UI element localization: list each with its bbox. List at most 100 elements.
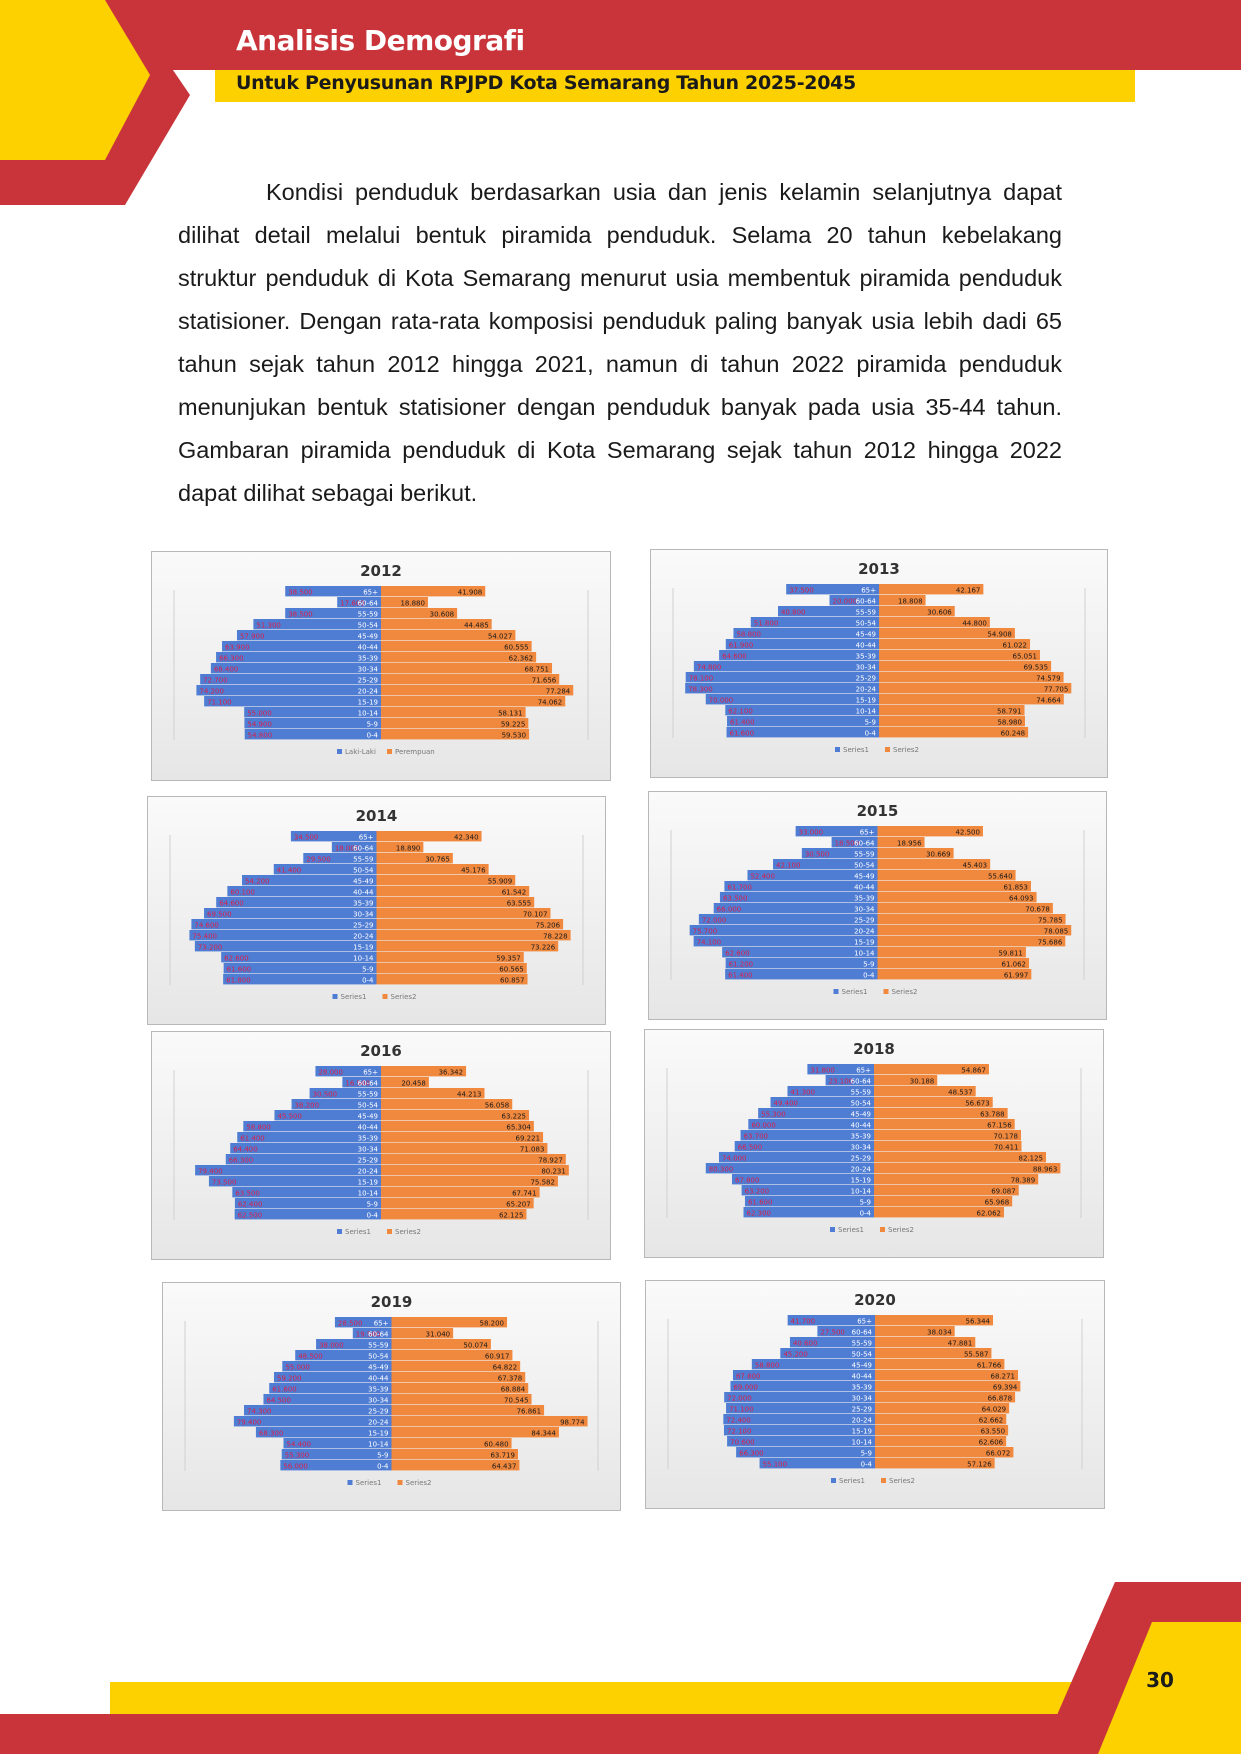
data-label-female: 88.963	[1033, 1165, 1058, 1173]
bar-female	[875, 1337, 976, 1348]
bar-female	[879, 650, 1041, 661]
bar-male	[295, 1350, 392, 1361]
bar-male	[740, 1130, 874, 1141]
bar-female	[391, 1394, 532, 1405]
bar-male	[290, 831, 377, 842]
bar-female	[877, 859, 991, 870]
data-label-male: 63.900	[225, 643, 250, 651]
data-label-male: 27.500	[820, 1328, 845, 1336]
bar-female	[381, 729, 530, 740]
category-label: 0-4	[865, 729, 877, 737]
header-left-yellow-shape	[0, 0, 150, 160]
category-label: 40-44	[358, 643, 379, 651]
bar-female	[381, 663, 553, 674]
data-label-female: 74.062	[538, 698, 563, 706]
data-label-male: 41.300	[790, 1088, 815, 1096]
data-label-male: 66.300	[229, 1156, 254, 1164]
bar-female	[381, 619, 492, 630]
data-label-female: 18.956	[897, 839, 922, 847]
category-label: 55-59	[358, 610, 378, 618]
data-label-female: 78.085	[1044, 927, 1069, 935]
bar-female	[875, 1348, 992, 1359]
bar-female	[376, 919, 564, 930]
category-label: 0-4	[860, 1209, 872, 1217]
category-label: 35-39	[353, 899, 373, 907]
data-label-male: 68.300	[259, 1429, 284, 1437]
bar-male	[719, 892, 878, 903]
bar-female	[879, 606, 955, 617]
bar-male	[726, 1403, 875, 1414]
data-label-male: 72.000	[702, 916, 727, 924]
bar-female	[875, 1425, 1009, 1436]
data-label-female: 61.997	[1004, 971, 1029, 979]
data-label-male: 33.000	[799, 828, 824, 836]
bar-male	[750, 617, 879, 628]
data-label-male: 79.400	[198, 1167, 223, 1175]
legend-label-male: Series1	[842, 988, 868, 996]
data-label-male: 45.200	[783, 1350, 808, 1358]
bar-male	[748, 1119, 874, 1130]
bar-female	[877, 826, 983, 837]
legend-swatch-female	[387, 749, 392, 754]
bar-female	[875, 1381, 1021, 1392]
data-label-female: 63.555	[507, 899, 531, 907]
data-label-female: 54.027	[488, 632, 513, 640]
data-label-male: 55.300	[285, 1451, 310, 1459]
bar-male	[269, 1383, 392, 1394]
data-label-male: 79.400	[237, 1418, 262, 1426]
category-label: 5-9	[367, 720, 378, 728]
category-label: 0-4	[367, 1211, 379, 1219]
bar-male	[801, 848, 878, 859]
bar-female	[376, 897, 535, 908]
category-label: 50-54	[852, 1350, 873, 1358]
category-label: 65+	[374, 1319, 389, 1327]
bar-male	[352, 1328, 392, 1339]
bar-female	[381, 641, 532, 652]
data-label-female: 58.200	[480, 1319, 505, 1327]
category-label: 5-9	[367, 1200, 378, 1208]
legend-swatch-male	[833, 989, 839, 994]
data-label-female: 62.606	[979, 1438, 1004, 1446]
data-label-male: 71.100	[729, 1405, 754, 1413]
category-label: 65+	[363, 1068, 378, 1076]
data-label-male: 41.700	[791, 1317, 816, 1325]
bar-male	[725, 705, 879, 716]
data-label-female: 62.662	[979, 1416, 1004, 1424]
data-label-female: 78.927	[538, 1156, 563, 1164]
data-label-female: 59.530	[502, 731, 527, 739]
bar-male	[196, 685, 381, 696]
bar-male	[263, 1394, 392, 1405]
bar-female	[381, 1176, 558, 1187]
data-label-male: 70.000	[709, 696, 734, 704]
data-label-male: 61.800	[226, 976, 251, 984]
bar-male	[787, 1315, 875, 1326]
data-label-male: 74.200	[199, 687, 224, 695]
data-label-male: 42.100	[776, 861, 801, 869]
category-label: 40-44	[353, 888, 374, 896]
category-label: 40-44	[851, 1121, 872, 1129]
category-label: 65+	[861, 586, 876, 594]
data-label-male: 16.500	[345, 1079, 370, 1087]
category-label: 45-49	[358, 1112, 378, 1120]
data-label-female: 59.225	[501, 720, 525, 728]
data-label-male: 64.500	[266, 1396, 291, 1404]
data-label-male: 38.500	[288, 610, 313, 618]
data-label-male: 78.100	[689, 674, 714, 682]
data-label-female: 60.565	[499, 965, 524, 973]
data-label-female: 98.774	[560, 1418, 585, 1426]
bar-male	[747, 870, 878, 881]
bar-male	[817, 1326, 875, 1337]
data-label-female: 31.040	[426, 1330, 451, 1338]
bar-female	[875, 1458, 995, 1469]
data-label-female: 71.656	[532, 676, 557, 684]
legend-label-female: Series2	[893, 746, 919, 754]
legend-swatch-male	[337, 1229, 342, 1234]
bar-male	[208, 1176, 381, 1187]
bar-female	[874, 1163, 1061, 1174]
data-label-female: 18.808	[898, 597, 923, 605]
data-label-male: 61.200	[729, 960, 754, 968]
bar-female	[381, 1143, 548, 1154]
data-label-male: 73.200	[198, 943, 223, 951]
data-label-male: 54.800	[248, 731, 273, 739]
header-red-band	[0, 0, 1241, 70]
